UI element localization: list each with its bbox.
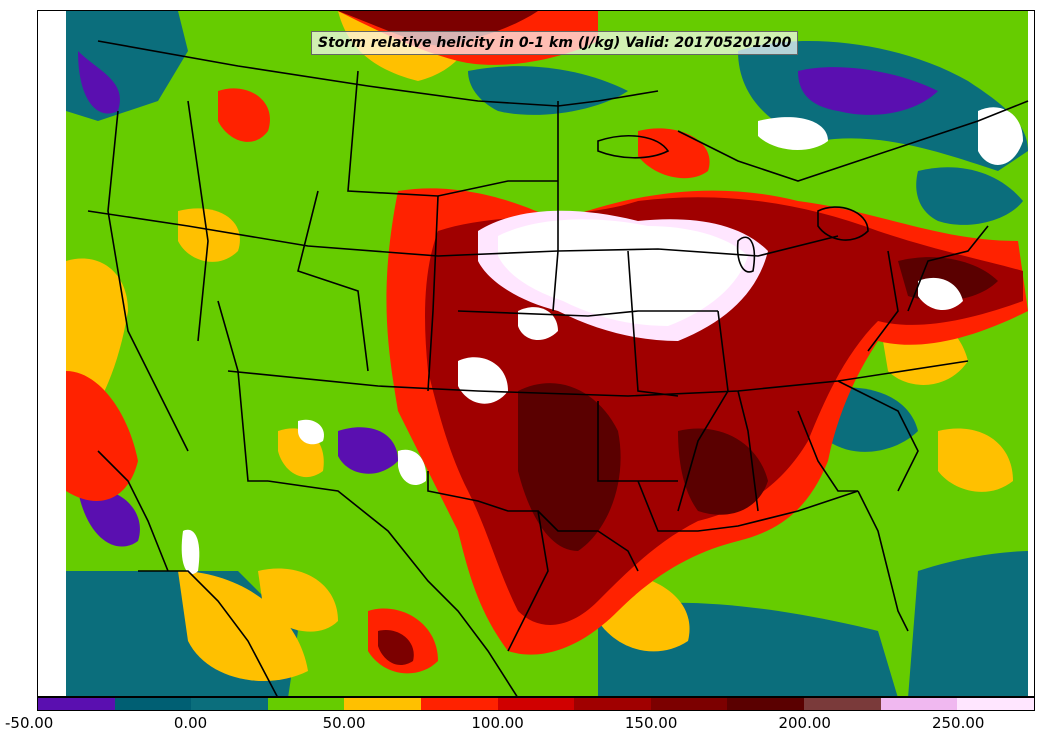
colorbar-tick-label: 150.00 xyxy=(624,714,678,732)
map-canvas xyxy=(66,11,1029,696)
colorbar-swatch xyxy=(114,698,192,710)
colorbar-tick-label: 50.00 xyxy=(322,714,366,732)
colorbar-tick-label: -50.00 xyxy=(5,714,54,732)
colorbar-swatch xyxy=(957,698,1034,710)
extreme-helicity-regions xyxy=(181,107,1023,575)
colorbar-swatch xyxy=(344,698,422,710)
colorbar-tick-label: 200.00 xyxy=(778,714,831,732)
colorbar-swatch xyxy=(421,698,498,710)
colorbar-swatch xyxy=(497,698,575,710)
colorbar-tick-label: 100.00 xyxy=(471,714,524,732)
colorbar-tick-label: 250.00 xyxy=(931,714,985,732)
colorbar-tick-label: 0.00 xyxy=(173,714,208,732)
map-title-text: Storm relative helicity in 0-1 km (J/kg)… xyxy=(318,35,792,51)
colorbar-swatch xyxy=(574,698,651,710)
colorbar xyxy=(37,697,1035,711)
colorbar-swatch xyxy=(267,698,345,710)
colorbar-swatch xyxy=(650,698,728,710)
colorbar-swatch xyxy=(191,698,268,710)
map-title: Storm relative helicity in 0-1 km (J/kg)… xyxy=(311,31,799,55)
helicity-map: Storm relative helicity in 0-1 km (J/kg)… xyxy=(37,10,1035,697)
colorbar-swatch xyxy=(38,698,115,710)
colorbar-swatch xyxy=(804,698,881,710)
boundary-lines xyxy=(87,40,1029,696)
colorbar-swatch xyxy=(727,698,805,710)
colorbar-swatch xyxy=(880,698,958,710)
